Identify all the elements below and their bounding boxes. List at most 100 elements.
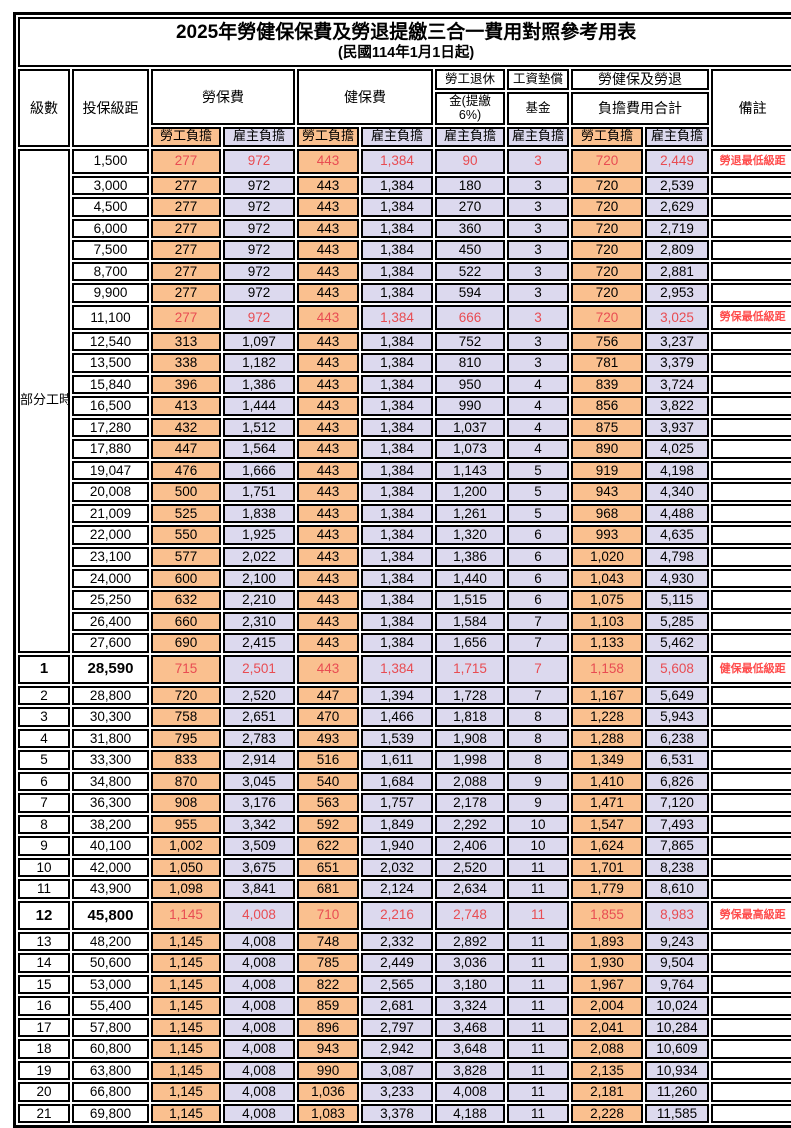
value-cell: 2,953 — [645, 283, 709, 303]
value-cell: 1,624 — [571, 836, 643, 856]
value-cell: 1,715 — [435, 654, 505, 684]
value-cell: 443 — [297, 261, 359, 282]
value-cell: 1,145 — [151, 1060, 221, 1081]
value-cell: 859 — [297, 996, 359, 1016]
value-cell: 443 — [297, 331, 359, 352]
value-cell: 720 — [151, 685, 221, 706]
value-cell: 1,466 — [361, 707, 433, 727]
value-cell: 1,083 — [297, 1103, 359, 1124]
value-cell: 6 — [507, 568, 569, 589]
value-cell: 2,914 — [223, 750, 295, 770]
value-cell: 2,449 — [645, 148, 709, 174]
value-cell: 4 — [507, 439, 569, 459]
value-cell: 7 — [507, 654, 569, 684]
value-cell: 2,520 — [435, 857, 505, 878]
bracket-cell: 22,000 — [72, 525, 149, 545]
value-cell: 4,008 — [223, 974, 295, 995]
level-cell: 2 — [18, 685, 70, 706]
value-cell: 1,036 — [297, 1082, 359, 1102]
value-cell: 270 — [435, 197, 505, 217]
value-cell: 1,133 — [571, 633, 643, 653]
subheader-labor-employer: 雇主負擔 — [223, 126, 295, 147]
level-cell: 4 — [18, 728, 70, 749]
bracket-cell: 17,280 — [72, 417, 149, 438]
value-cell: 277 — [151, 218, 221, 239]
bracket-cell: 19,047 — [72, 460, 149, 481]
value-cell: 9 — [507, 771, 569, 792]
value-cell: 972 — [223, 261, 295, 282]
value-cell: 443 — [297, 503, 359, 524]
value-cell: 516 — [297, 750, 359, 770]
value-cell: 1,097 — [223, 331, 295, 352]
page-subtitle: (民國114年1月1日起) — [337, 45, 475, 62]
value-cell: 720 — [571, 240, 643, 260]
value-cell: 443 — [297, 568, 359, 589]
value-cell: 1,050 — [151, 857, 221, 878]
value-cell: 3,176 — [223, 793, 295, 813]
table-row: 8 38,200 955 3,342 592 1,849 2,292 10 1,547 7,493 — [18, 814, 791, 835]
value-cell: 277 — [151, 261, 221, 282]
bracket-cell: 43,900 — [72, 879, 149, 899]
value-cell: 1,384 — [361, 331, 433, 352]
value-cell: 822 — [297, 974, 359, 995]
table-row: 5 33,300 833 2,914 516 1,611 1,998 8 1,349 6,531 — [18, 750, 791, 770]
value-cell: 277 — [151, 283, 221, 303]
value-cell: 972 — [223, 283, 295, 303]
value-cell: 443 — [297, 547, 359, 567]
value-cell: 1,818 — [435, 707, 505, 727]
value-cell: 493 — [297, 728, 359, 749]
bracket-cell: 26,400 — [72, 611, 149, 632]
value-cell: 6 — [507, 525, 569, 545]
value-cell: 4,798 — [645, 547, 709, 567]
col-header-pension-line2: 金(提繳6%) — [435, 92, 505, 125]
value-cell: 919 — [571, 460, 643, 481]
value-cell: 1,384 — [361, 590, 433, 610]
value-cell: 1,145 — [151, 1103, 221, 1124]
value-cell: 450 — [435, 240, 505, 260]
value-cell: 2,809 — [645, 240, 709, 260]
subheader-pension-employer: 雇主負擔 — [435, 126, 505, 147]
note-cell — [711, 814, 791, 835]
value-cell: 1,547 — [571, 814, 643, 835]
value-cell: 2,216 — [361, 900, 433, 930]
value-cell: 795 — [151, 728, 221, 749]
value-cell: 443 — [297, 654, 359, 684]
note-cell — [711, 685, 791, 706]
value-cell: 577 — [151, 547, 221, 567]
value-cell: 2,719 — [645, 218, 709, 239]
value-cell: 1,043 — [571, 568, 643, 589]
value-cell: 3,675 — [223, 857, 295, 878]
value-cell: 443 — [297, 633, 359, 653]
value-cell: 2,681 — [361, 996, 433, 1016]
value-cell: 2,135 — [571, 1060, 643, 1081]
level-cell: 15 — [18, 974, 70, 995]
value-cell: 7,120 — [645, 793, 709, 813]
table-row: 12,540 313 1,097 443 1,384 752 3 756 3,237 — [18, 331, 791, 352]
value-cell: 1,908 — [435, 728, 505, 749]
note-cell — [711, 218, 791, 239]
value-cell: 1,384 — [361, 148, 433, 174]
value-cell: 4,008 — [223, 996, 295, 1016]
value-cell: 1,145 — [151, 1017, 221, 1038]
table-row: 13,500 338 1,182 443 1,384 810 3 781 3,379 — [18, 353, 791, 373]
value-cell: 1,410 — [571, 771, 643, 792]
value-cell: 11 — [507, 996, 569, 1016]
table-row: 17,880 447 1,564 443 1,384 1,073 4 890 4,025 — [18, 439, 791, 459]
value-cell: 1,386 — [223, 374, 295, 395]
bracket-cell: 17,880 — [72, 439, 149, 459]
value-cell: 1,384 — [361, 611, 433, 632]
value-cell: 666 — [435, 304, 505, 330]
value-cell: 6,531 — [645, 750, 709, 770]
bracket-cell: 3,000 — [72, 175, 149, 196]
value-cell: 8 — [507, 707, 569, 727]
value-cell: 1,384 — [361, 460, 433, 481]
level-cell: 8 — [18, 814, 70, 835]
value-cell: 443 — [297, 283, 359, 303]
value-cell: 413 — [151, 396, 221, 416]
note-cell — [711, 611, 791, 632]
bracket-cell: 9,900 — [72, 283, 149, 303]
value-cell: 781 — [571, 353, 643, 373]
bracket-cell: 33,300 — [72, 750, 149, 770]
value-cell: 470 — [297, 707, 359, 727]
subheader-total-employer: 雇主負擔 — [645, 126, 709, 147]
